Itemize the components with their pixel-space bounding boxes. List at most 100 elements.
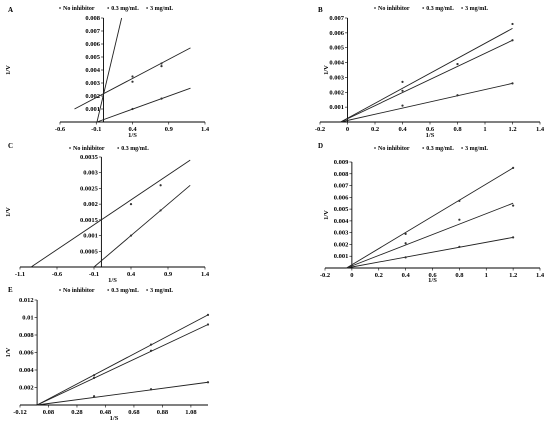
legend-item: No inhibitor xyxy=(378,146,410,152)
data-point xyxy=(149,349,153,352)
trend-line xyxy=(346,167,514,269)
y-tick-label: 0.008 xyxy=(334,171,349,178)
y-tick-label: 0.0005 xyxy=(80,248,99,255)
legend-marker xyxy=(374,147,376,149)
data-point xyxy=(160,62,163,65)
x-axis-title: 1/S xyxy=(428,277,437,284)
x-tick-label: -0.6 xyxy=(55,126,66,133)
series-1 xyxy=(74,47,191,110)
data-point xyxy=(92,374,96,377)
panel-b: B No inhibitor 0.3 mg/mL 3 mg/mL -0.2 0 0.2 0.4… xyxy=(315,6,545,139)
data-point xyxy=(401,104,404,107)
x-tick-label: 0.6 xyxy=(426,126,435,133)
trend-line xyxy=(37,381,209,406)
x-tick-label: -0.1 xyxy=(91,126,101,133)
y-tick-label: 0.002 xyxy=(19,385,34,392)
x-tick-label: 0.8 xyxy=(455,272,464,279)
y-axis-title: 1/V xyxy=(323,65,330,75)
series-0 xyxy=(346,236,515,269)
x-axis-title: 1/S xyxy=(108,277,117,284)
data-point xyxy=(129,203,133,206)
data-point xyxy=(511,22,514,26)
data-point xyxy=(149,388,153,391)
y-tick-label: 0.006 xyxy=(85,41,100,48)
y-tick-label: 0.008 xyxy=(19,332,34,339)
y-tick-label: 0.005 xyxy=(85,54,100,61)
y-tick-label: 0.001 xyxy=(329,104,344,111)
x-tick-label: -0.2 xyxy=(315,126,325,133)
y-tick-label: 0.0015 xyxy=(80,217,99,224)
data-point xyxy=(149,343,153,346)
data-point xyxy=(458,218,461,221)
data-point xyxy=(512,236,515,239)
legend-item: 0.3 mg/mL xyxy=(111,288,139,294)
y-axis-title: 1/V xyxy=(323,210,330,220)
legend-marker xyxy=(422,7,425,9)
trend-line xyxy=(96,17,123,123)
data-point xyxy=(206,313,210,316)
legend-marker xyxy=(461,147,463,149)
data-point xyxy=(131,80,134,83)
legend-item: 3 mg/mL xyxy=(150,288,173,294)
data-point xyxy=(511,39,514,42)
panel-e: E No inhibitor 0.3 mg/mL 3 mg/mL -0.12 0.08 0.… xyxy=(5,286,210,422)
y-tick-label: 0.001 xyxy=(83,233,98,240)
legend-marker xyxy=(107,7,110,9)
trend-line xyxy=(346,202,514,269)
y-tick-label: 0.004 xyxy=(329,60,344,67)
x-axis-title: 1/S xyxy=(426,132,435,139)
legend-marker xyxy=(374,7,376,9)
data-point xyxy=(458,199,461,202)
x-tick-label: 1.2 xyxy=(509,272,517,279)
series-0 xyxy=(96,87,191,123)
x-axis-title: 1/S xyxy=(128,132,137,139)
legend-marker xyxy=(422,147,425,149)
y-tick-label: 0.009 xyxy=(334,159,349,166)
x-tick-label: 0.4 xyxy=(398,126,407,133)
x-tick-label: -1.1 xyxy=(15,271,25,278)
series-0 xyxy=(37,381,210,406)
legend-marker xyxy=(69,147,71,149)
y-tick-label: 0.004 xyxy=(334,218,349,225)
x-tick-label: -0.2 xyxy=(320,272,330,279)
x-axis-title: 1/S xyxy=(110,415,119,422)
y-tick-label: 0.012 xyxy=(19,297,34,304)
data-point xyxy=(92,395,96,398)
trend-line xyxy=(36,314,209,406)
y-tick-label: 0.002 xyxy=(83,201,98,208)
trend-line xyxy=(96,87,191,123)
data-point xyxy=(404,232,407,235)
x-tick-label: 1.08 xyxy=(185,409,197,416)
y-tick-label: 0.006 xyxy=(19,350,34,357)
legend-marker xyxy=(146,7,149,9)
panel-a: A No inhibitor 0.3 mg/mL 3 mg/mL -0.6 -0.1 0.4… xyxy=(5,6,210,139)
trend-line xyxy=(30,159,191,268)
y-tick-label: 0.005 xyxy=(334,206,349,213)
series-0 xyxy=(93,184,191,268)
legend-item: No inhibitor xyxy=(73,146,105,152)
data-point xyxy=(159,184,162,187)
trend-line xyxy=(340,82,513,123)
data-point xyxy=(401,89,404,92)
legend-item: 3 mg/mL xyxy=(150,6,173,12)
legend-item: No inhibitor xyxy=(63,6,95,12)
y-tick-label: 0.003 xyxy=(334,230,349,237)
series-1 xyxy=(340,39,514,123)
data-point xyxy=(456,94,459,97)
y-tick-label: 0.007 xyxy=(329,15,344,22)
y-tick-label: 0.002 xyxy=(85,93,100,100)
x-tick-label: 0.4 xyxy=(402,272,411,279)
panel-label: B xyxy=(318,6,323,14)
x-tick-label: 0.9 xyxy=(164,271,173,278)
x-tick-label: 0 xyxy=(350,272,353,279)
data-point xyxy=(92,376,96,379)
y-tick-label: 0.003 xyxy=(85,80,100,87)
y-tick-label: 0.005 xyxy=(329,45,344,52)
legend-item: No inhibitor xyxy=(63,288,95,294)
x-tick-label: 1 xyxy=(483,126,486,133)
x-tick-label: 1.4 xyxy=(536,272,545,279)
data-point xyxy=(512,166,515,169)
y-tick-label: 0.0025 xyxy=(80,185,99,192)
x-tick-label: 0.2 xyxy=(371,126,379,133)
x-tick-label: 0.08 xyxy=(43,409,55,416)
